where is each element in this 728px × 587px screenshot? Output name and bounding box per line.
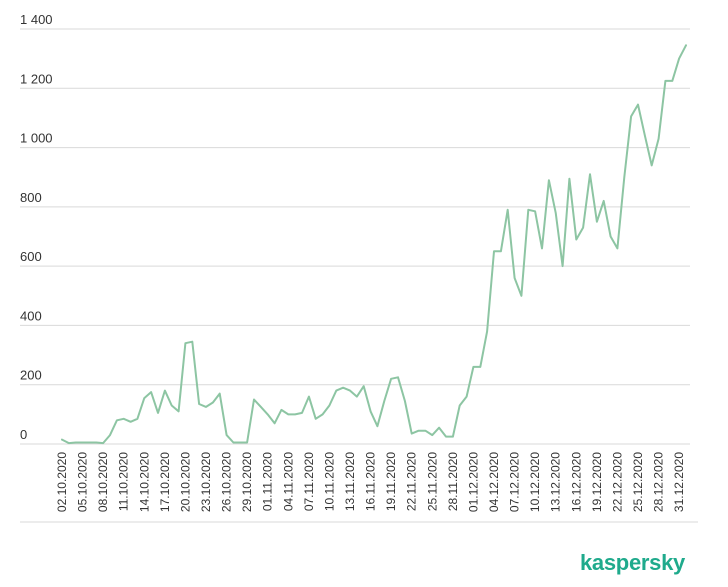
- x-tick-label: 28.12.2020: [652, 452, 666, 512]
- y-tick-label: 0: [20, 427, 27, 442]
- kaspersky-logo: kaspersky: [580, 550, 685, 575]
- x-tick-label: 23.10.2020: [199, 452, 213, 512]
- x-tick-label: 26.10.2020: [220, 452, 234, 512]
- x-tick-label: 07.12.2020: [508, 452, 522, 512]
- x-tick-label: 13.12.2020: [549, 452, 563, 512]
- x-tick-label: 16.11.2020: [364, 452, 378, 511]
- series-line: [61, 44, 687, 445]
- y-tick-label: 200: [20, 368, 42, 383]
- x-tick-label: 20.10.2020: [178, 452, 192, 512]
- x-tick-label: 17.10.2020: [158, 452, 172, 512]
- x-tick-label: 28.11.2020: [446, 452, 460, 511]
- series-layer: [61, 44, 687, 445]
- x-tick-label: 19.11.2020: [384, 452, 398, 511]
- y-tick-label: 1 000: [20, 131, 53, 146]
- x-tick-label: 31.12.2020: [672, 452, 686, 512]
- x-tick-label: 08.10.2020: [96, 452, 110, 512]
- gridlines: [20, 28, 690, 445]
- x-tick-label: 19.12.2020: [590, 452, 604, 512]
- x-tick-label: 10.11.2020: [322, 452, 336, 511]
- y-tick-label: 1 400: [20, 12, 53, 27]
- x-tick-label: 01.11.2020: [261, 452, 275, 511]
- x-tick-label: 25.12.2020: [631, 452, 645, 512]
- y-tick-label: 400: [20, 308, 42, 323]
- x-tick-label: 07.11.2020: [302, 452, 316, 511]
- y-tick-label: 1 200: [20, 71, 53, 86]
- y-tick-label: 600: [20, 249, 42, 264]
- x-tick-label: 16.12.2020: [569, 452, 583, 512]
- x-tick-label: 04.11.2020: [281, 452, 295, 511]
- x-tick-label: 02.10.2020: [55, 452, 69, 512]
- x-tick-label: 29.10.2020: [240, 452, 254, 512]
- y-tick-label: 800: [20, 190, 42, 205]
- x-tick-label: 14.10.2020: [137, 452, 151, 512]
- x-tick-label: 11.10.2020: [117, 452, 131, 511]
- x-tick-label: 22.11.2020: [405, 452, 419, 511]
- x-tick-label: 01.12.2020: [466, 452, 480, 512]
- x-tick-label: 13.11.2020: [343, 452, 357, 511]
- x-tick-label: 04.12.2020: [487, 452, 501, 512]
- x-tick-label: 25.11.2020: [425, 452, 439, 511]
- y-axis-tick-labels: 0 200 400 600 800 1 000 1 200 1 400: [20, 12, 53, 442]
- x-axis-tick-labels: 02.10.2020 05.10.2020 08.10.2020 11.10.2020…: [55, 452, 686, 512]
- x-tick-label: 10.12.2020: [528, 452, 542, 512]
- x-tick-label: 05.10.2020: [76, 452, 90, 512]
- x-tick-label: 22.12.2020: [610, 452, 624, 512]
